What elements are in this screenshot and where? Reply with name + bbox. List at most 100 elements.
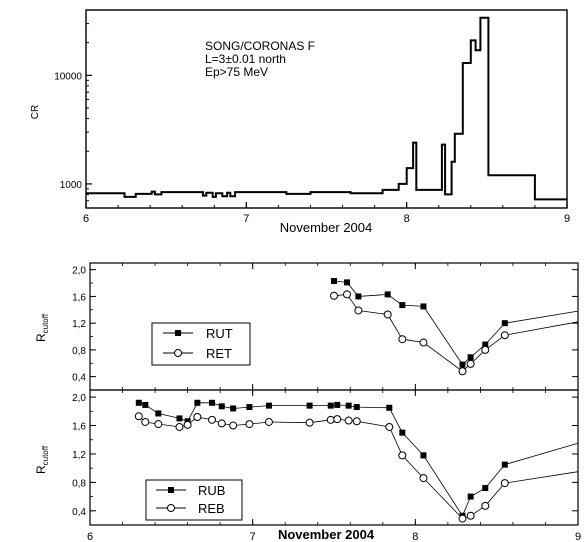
data-point-rub	[209, 399, 215, 406]
data-point-reb	[264, 417, 273, 426]
rut-ret-y-tick-label: 1,2	[72, 319, 86, 330]
data-point-rub	[135, 399, 142, 406]
data-point-reb	[481, 501, 490, 510]
rut-ret-x-axis	[89, 263, 579, 390]
legend-filled-square-icon	[168, 487, 174, 493]
data-point-ret	[343, 290, 352, 299]
rub-reb-y-tick-label: 1,6	[72, 422, 86, 433]
data-point-rub	[155, 410, 162, 417]
data-point-reb	[245, 420, 254, 429]
data-point-reb	[175, 422, 184, 431]
rut-ret-y-tick-label: 2,0	[72, 266, 86, 277]
series-line-ret	[333, 293, 579, 372]
rut-ret-legend: RUT RET	[151, 322, 251, 366]
data-point-ret	[330, 291, 338, 300]
data-point-reb	[154, 420, 163, 429]
data-point-ret	[458, 367, 467, 376]
data-point-reb	[458, 514, 467, 523]
data-point-reb	[398, 451, 407, 460]
data-point-ret	[419, 338, 428, 347]
data-point-rub	[265, 402, 272, 409]
data-point-rut	[355, 293, 362, 300]
data-point-rut	[420, 303, 427, 310]
rub-reb-x-tick-label: 7	[250, 531, 256, 542]
series-line-rut	[333, 280, 579, 366]
legend-open-circle-icon	[174, 349, 182, 357]
data-point-reb	[333, 415, 342, 424]
data-point-rub	[353, 404, 360, 411]
data-point-reb	[208, 415, 216, 424]
cr-x-tick-label: 7	[243, 213, 249, 225]
rub-reb-y-tick-label: 0,8	[72, 478, 86, 489]
data-point-reb	[217, 419, 226, 428]
data-point-ret	[481, 345, 490, 354]
data-point-rub	[467, 493, 474, 500]
data-point-reb	[385, 422, 394, 431]
data-point-rub	[176, 415, 183, 422]
cr-annotation-line-1: SONG/CORONAS F	[205, 39, 315, 53]
data-point-reb	[419, 474, 428, 483]
data-point-rut	[467, 354, 474, 361]
rub-reb-panel: 6 7 8 9 0,4 0,8 1,2 1,6 2,0 RUB REB Rcutoff Nov…	[34, 389, 581, 542]
data-point-rub	[246, 404, 253, 411]
data-point-rut	[459, 361, 466, 368]
data-point-reb	[344, 416, 353, 425]
rut-ret-y-axis: 0,4 0,8 1,2 1,6 2,0	[72, 266, 578, 384]
rub-reb-x-axis: 6 7 8 9	[87, 390, 581, 542]
rub-reb-x-axis-label: November 2004	[278, 527, 375, 542]
cr-y-tick-label: 10000	[54, 71, 82, 82]
data-point-rut	[501, 320, 508, 327]
rut-ret-y-tick-label: 0,4	[72, 373, 86, 384]
data-point-rub	[420, 452, 427, 459]
data-point-rut	[331, 278, 337, 285]
data-point-rut	[384, 291, 391, 298]
cr-x-axis-label: November 2004	[280, 220, 373, 235]
data-point-rut	[344, 279, 351, 286]
rub-reb-series	[134, 399, 579, 523]
rub-reb-y-axis: 0,4 0,8 1,2 1,6 2,0	[72, 393, 578, 518]
data-point-rub	[306, 402, 313, 409]
rut-ret-series	[330, 278, 579, 376]
rut-ret-y-tick-label: 1,6	[72, 292, 86, 303]
cr-chart-panel: 6 7 8 9 1000 10000 SONG/CORONAS F L=3±0.01 n…	[30, 9, 570, 235]
rut-ret-y-tick-label: 0,8	[72, 346, 86, 357]
rub-reb-y-tick-label: 2,0	[72, 393, 86, 404]
data-point-rub	[218, 403, 225, 410]
data-point-rub	[482, 485, 489, 492]
data-point-rub	[230, 405, 237, 412]
cr-x-axis: 6 7 8 9	[83, 202, 570, 225]
cr-annotation-line-2: L=3±0.01 north	[205, 52, 286, 66]
rub-reb-x-tick-label: 9	[575, 531, 581, 542]
data-point-rub	[501, 461, 508, 468]
data-point-rub	[142, 401, 149, 408]
rub-reb-x-tick-label: 8	[412, 531, 418, 542]
rub-reb-y-tick-label: 0,4	[72, 507, 86, 518]
rub-reb-y-axis-label: Rcutoff	[34, 445, 50, 474]
rub-reb-legend: RUB REB	[145, 479, 243, 521]
rut-ret-panel: 0,4 0,8 1,2 1,6 2,0 RUT RET Rcutoff	[34, 262, 579, 391]
data-point-rub	[334, 401, 341, 408]
cr-step-series	[86, 16, 567, 201]
data-point-reb	[183, 420, 192, 429]
data-point-ret	[500, 331, 509, 340]
data-point-reb	[193, 413, 202, 421]
data-point-ret	[398, 335, 407, 344]
data-point-rub	[399, 429, 406, 436]
legend-label-rut: RUT	[206, 326, 233, 341]
data-point-rub	[194, 399, 201, 406]
data-point-reb	[466, 511, 475, 520]
data-point-ret	[354, 306, 363, 315]
cr-x-tick-label: 9	[564, 213, 570, 225]
legend-label-ret: RET	[206, 346, 232, 361]
cr-x-tick-label: 8	[404, 213, 410, 225]
cr-plot-frame	[85, 9, 568, 209]
data-point-reb	[352, 417, 361, 426]
data-point-reb	[326, 415, 335, 424]
legend-open-circle-icon	[167, 504, 175, 512]
legend-label-rub: RUB	[198, 483, 225, 498]
legend-label-reb: REB	[198, 501, 225, 516]
cr-annotation-line-3: Ep>75 MeV	[205, 65, 268, 79]
data-point-reb	[134, 412, 143, 421]
data-point-ret	[466, 359, 475, 368]
